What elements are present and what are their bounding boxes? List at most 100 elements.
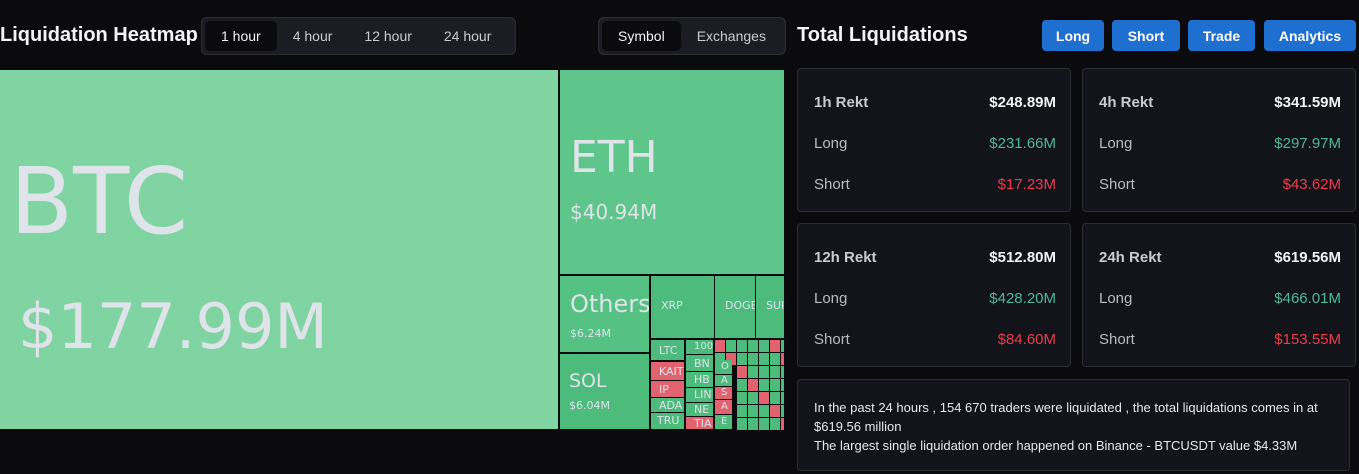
card-total: $341.59M [1274,94,1341,111]
small-tile [759,353,769,365]
heatmap-tile[interactable]: KAIT [651,362,684,380]
action-button[interactable]: Long [1042,20,1104,51]
card-total: $248.89M [989,94,1056,111]
info-text: The largest single liquidation order hap… [814,438,1298,453]
heatmap-tile[interactable]: O [715,360,732,374]
heatmap-tile[interactable]: 100 [686,340,713,354]
action-button[interactable]: Analytics [1264,20,1356,51]
action-button[interactable]: Short [1112,20,1180,51]
heatmap: BTC $177.99M ETH $40.94M Others $6.24M SOL $6.0… [0,70,785,430]
small-tile [737,418,747,430]
heatmap-tile[interactable]: NE [686,403,713,416]
tile-value: $177.99M [18,290,328,363]
heatmap-tile[interactable]: E [715,415,732,429]
small-tile [748,379,758,391]
small-tile [737,405,747,417]
heatmap-tile[interactable]: TIA [686,417,713,429]
row-label: Long [814,135,848,152]
row-value: $466.01M [1274,290,1341,307]
heatmap-tile[interactable]: ETH $40.94M [560,70,784,274]
small-tile [781,366,784,378]
card-header: 12h Rekt $512.80M [814,249,1056,266]
tile-symbol: Others [570,290,649,318]
small-tile [748,366,758,378]
tile-value: $6.04M [569,399,610,412]
time-tab[interactable]: 12 hour [364,28,412,44]
row-label: Short [1099,176,1135,193]
info-text: In the past 24 hours , 154 670 traders w… [814,400,1318,434]
heatmap-tile[interactable]: BN [686,355,713,371]
summary-title: Total Liquidations [797,24,968,46]
heatmap-tile[interactable]: S [715,387,732,399]
heatmap-tile[interactable]: XRP [651,276,714,338]
heatmap-tile[interactable]: LIN [686,388,713,402]
small-tile [737,392,747,404]
tile-symbol: E [721,416,728,427]
tile-symbol: XRP [661,299,683,312]
small-tile [715,353,725,365]
stat-card: 12h Rekt $512.80M Long $428.20M Short $84.60M [797,223,1071,367]
tile-symbol: HB [694,373,710,386]
card-title: 4h Rekt [1099,94,1154,111]
tile-symbol: SUI [766,299,784,312]
time-tab[interactable]: 24 hour [443,28,492,44]
small-tile [748,353,758,365]
time-tab[interactable]: 4 hour [292,28,333,44]
heatmap-tile[interactable]: TRU [651,413,684,429]
tile-symbol: TRU [657,414,680,427]
row-value: $153.55M [1274,331,1341,348]
row-label: Short [814,176,850,193]
view-tab[interactable]: Exchanges [696,28,766,44]
tile-symbol: ADA [659,399,683,412]
heatmap-tile[interactable]: SOL $6.04M [560,354,649,429]
card-row: Long $231.66M [814,135,1056,152]
small-tile [770,379,780,391]
heatmap-tile[interactable]: DOGE [715,276,755,338]
tile-symbol: LTC [659,344,678,357]
card-header: 24h Rekt $619.56M [1099,249,1341,266]
heatmap-tile[interactable]: A [715,400,732,414]
small-tile [770,392,780,404]
heatmap-tile[interactable]: ADA [651,398,684,412]
small-tile [748,405,758,417]
heatmap-tile[interactable]: SUI [756,276,784,338]
card-row: Short $43.62M [1099,176,1341,193]
card-title: 24h Rekt [1099,249,1162,266]
row-value: $231.66M [989,135,1056,152]
card-row: Short $153.55M [1099,331,1341,348]
small-tile [748,418,758,430]
heatmap-tile[interactable]: A [715,375,732,386]
heatmap-tile[interactable]: LTC [651,340,684,360]
heatmap-tile[interactable]: BTC $177.99M [0,70,558,429]
tile-symbol: IP [659,383,669,396]
tile-symbol: LIN [694,388,712,401]
action-button[interactable]: Trade [1188,20,1255,51]
card-row: Long $466.01M [1099,290,1341,307]
card-row: Long $428.20M [814,290,1056,307]
card-header: 1h Rekt $248.89M [814,94,1056,111]
small-tile [759,379,769,391]
small-tile [715,340,725,352]
tile-symbol: ETH [570,132,658,183]
heatmap-tile[interactable]: Others $6.24M [560,276,649,352]
row-label: Short [1099,331,1135,348]
time-tab[interactable]: 1 hour [205,21,277,51]
small-tile [770,418,780,430]
small-tile [781,405,784,417]
time-tabs: 1 hour 4 hour 12 hour 24 hour [201,17,516,55]
row-label: Long [1099,135,1133,152]
heatmap-tile[interactable]: IP [651,381,684,397]
stat-card: 24h Rekt $619.56M Long $466.01M Short $153.55… [1082,223,1356,367]
small-tile [748,340,758,352]
tile-symbol: BN [694,357,710,370]
small-tile [781,340,784,352]
view-tab[interactable]: Symbol [602,21,681,51]
small-tile [737,379,747,391]
row-value: $17.23M [997,176,1056,193]
tile-symbol: O [721,361,729,372]
heatmap-tile[interactable]: HB [686,372,713,387]
info-box: In the past 24 hours , 154 670 traders w… [797,379,1350,471]
card-row: Short $17.23M [814,176,1056,193]
small-tile [759,418,769,430]
card-row: Long $297.97M [1099,135,1341,152]
